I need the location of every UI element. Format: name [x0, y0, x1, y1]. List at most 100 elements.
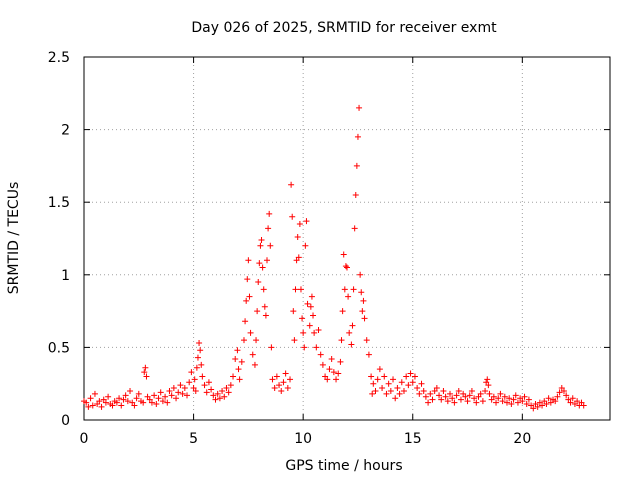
data-point: [278, 387, 285, 394]
data-point: [383, 390, 390, 397]
data-point: [113, 399, 120, 406]
data-point: [232, 356, 239, 363]
data-point: [205, 379, 212, 386]
data-point: [392, 395, 399, 402]
data-point: [118, 402, 125, 409]
data-point: [188, 369, 195, 376]
data-point: [372, 387, 379, 394]
data-point: [387, 387, 394, 394]
data-point: [303, 218, 310, 225]
data-point: [493, 399, 500, 406]
data-point: [338, 337, 345, 344]
data-point: [497, 390, 504, 397]
data-point: [266, 210, 273, 217]
data-point: [484, 376, 491, 383]
data-point: [464, 398, 471, 405]
data-point: [223, 385, 230, 392]
data-point: [503, 399, 510, 406]
data-point: [262, 312, 269, 319]
data-point: [357, 271, 364, 278]
y-tick-label: 1.5: [48, 195, 70, 211]
data-point: [301, 344, 308, 351]
data-point: [203, 389, 210, 396]
data-point: [341, 286, 348, 293]
data-point: [543, 401, 550, 408]
data-point: [315, 326, 322, 333]
data-point: [142, 364, 149, 371]
data-point: [238, 358, 245, 365]
data-point: [247, 329, 254, 336]
data-point: [234, 347, 241, 354]
data-point: [552, 398, 559, 405]
data-point: [436, 392, 443, 399]
data-point: [131, 402, 138, 409]
data-point: [246, 293, 253, 300]
data-point: [302, 242, 309, 249]
data-point: [197, 347, 204, 354]
data-point: [471, 395, 478, 402]
data-point: [409, 379, 416, 386]
data-point: [385, 380, 392, 387]
data-point: [304, 300, 311, 307]
data-point: [157, 389, 164, 396]
data-point: [258, 236, 265, 243]
data-point: [299, 315, 306, 322]
data-point: [490, 393, 497, 400]
data-point: [335, 370, 342, 377]
data-point: [324, 376, 331, 383]
data-point: [168, 392, 175, 399]
data-point: [291, 337, 298, 344]
data-point: [153, 401, 160, 408]
data-point: [554, 393, 561, 400]
data-point: [306, 322, 313, 329]
data-point: [337, 358, 344, 365]
data-point: [198, 361, 205, 368]
data-point: [326, 366, 333, 373]
data-point: [127, 387, 134, 394]
data-point: [457, 396, 464, 403]
data-point: [477, 390, 484, 397]
data-point: [429, 396, 436, 403]
data-point: [192, 387, 199, 394]
data-point: [556, 389, 563, 396]
data-point: [268, 344, 275, 351]
x-tick-label: 0: [80, 431, 89, 447]
data-point: [369, 390, 376, 397]
data-point: [525, 396, 532, 403]
data-point: [534, 403, 541, 410]
plot-frame: [83, 56, 611, 421]
data-point: [345, 293, 352, 300]
data-point: [256, 260, 263, 267]
data-point: [87, 395, 94, 402]
data-point: [83, 399, 90, 406]
data-point: [235, 366, 242, 373]
data-point: [310, 312, 317, 319]
data-point: [91, 390, 98, 397]
data-point: [319, 361, 326, 368]
data-point: [506, 395, 513, 402]
data-point: [501, 393, 508, 400]
axis-ticks: 0 5 10 15 20 0 0.5 1 1.5 2 2.5: [48, 50, 610, 447]
data-point: [368, 373, 375, 380]
data-point: [155, 395, 162, 402]
grid-lines: [84, 57, 610, 420]
data-point: [348, 341, 355, 348]
data-point: [300, 329, 307, 336]
data-point: [166, 387, 173, 394]
data-point: [514, 399, 521, 406]
data-point: [105, 393, 112, 400]
data-points: [81, 104, 587, 412]
data-point: [466, 392, 473, 399]
data-point: [370, 380, 377, 387]
data-point: [230, 373, 237, 380]
x-tick-label: 20: [513, 431, 531, 447]
data-point: [416, 390, 423, 397]
data-point: [333, 376, 340, 383]
data-point: [398, 379, 405, 386]
data-point: [162, 393, 169, 400]
data-point: [240, 337, 247, 344]
data-point: [225, 389, 232, 396]
data-point: [530, 405, 537, 412]
data-point: [360, 297, 367, 304]
